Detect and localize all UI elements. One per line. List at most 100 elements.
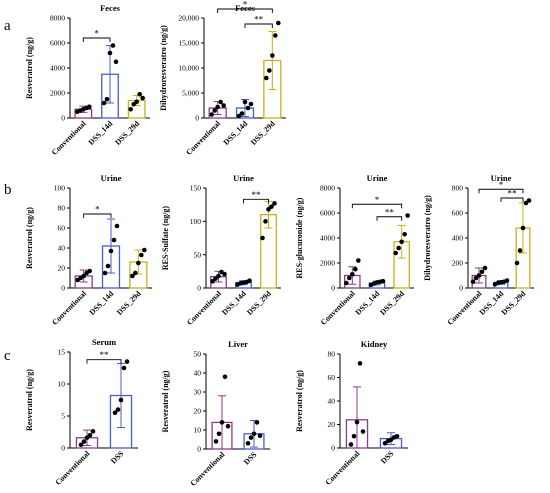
y-tick-label: 20 bbox=[194, 407, 202, 416]
y-axis-label: RES-Sulfate (ng/g) bbox=[161, 206, 170, 271]
data-point bbox=[137, 91, 142, 97]
data-point bbox=[213, 439, 219, 444]
category-label: DSS_14d bbox=[88, 289, 116, 317]
chart-title: Urine bbox=[101, 173, 122, 183]
y-axis-label: Resveratrol (ng/g) bbox=[295, 370, 304, 432]
data-point bbox=[87, 268, 92, 274]
category-label: DSS_29d bbox=[249, 119, 277, 147]
data-point bbox=[476, 273, 482, 278]
y-axis-label: RES-glucuronide (ng/g) bbox=[295, 197, 304, 278]
chart-c1: Serum Resveratrol (ng/g) 0 5 10 15 Conventiona… bbox=[25, 337, 138, 487]
category-label: DSS bbox=[242, 450, 258, 466]
data-point bbox=[133, 270, 138, 276]
data-point bbox=[526, 198, 532, 203]
data-point bbox=[219, 420, 225, 425]
y-tick-label: 20 bbox=[328, 420, 336, 429]
significance-label: ** bbox=[100, 350, 110, 360]
significance-bracket bbox=[83, 213, 112, 218]
significance-bracket bbox=[82, 37, 111, 42]
data-point bbox=[216, 431, 222, 437]
y-tick-label: 5,000 bbox=[182, 89, 199, 98]
y-tick-label: 10 bbox=[58, 380, 66, 389]
y-tick-label: 4000 bbox=[320, 234, 335, 243]
data-point bbox=[218, 99, 223, 105]
y-tick-label: 2000 bbox=[320, 259, 335, 268]
data-point bbox=[266, 207, 271, 212]
data-point bbox=[136, 260, 141, 266]
data-point bbox=[222, 374, 228, 380]
data-point bbox=[269, 204, 274, 209]
data-point bbox=[357, 361, 363, 366]
y-tick-label: 15 bbox=[58, 348, 66, 357]
data-point bbox=[101, 100, 107, 106]
category-label: DSS_14d bbox=[220, 289, 248, 317]
data-point bbox=[209, 112, 214, 117]
data-point bbox=[142, 247, 147, 253]
significance-bracket bbox=[376, 216, 403, 221]
data-point bbox=[360, 429, 366, 434]
y-tick-label: 0 bbox=[61, 114, 65, 123]
data-point bbox=[394, 433, 400, 439]
y-tick-label: 0 bbox=[61, 284, 65, 293]
data-point bbox=[482, 265, 488, 271]
category-label: DSS_29d bbox=[113, 119, 141, 147]
data-point bbox=[87, 432, 93, 438]
data-point bbox=[90, 429, 96, 434]
data-point bbox=[124, 359, 130, 364]
data-point bbox=[105, 263, 111, 269]
data-point bbox=[140, 95, 145, 101]
data-point bbox=[260, 235, 265, 241]
data-point bbox=[213, 276, 218, 281]
y-tick-label: 2000 bbox=[50, 89, 65, 98]
chart-title: Urine bbox=[367, 173, 388, 183]
data-point bbox=[104, 96, 110, 102]
data-point bbox=[248, 101, 254, 107]
y-tick-label: 0 bbox=[195, 114, 199, 123]
data-point bbox=[222, 271, 227, 277]
data-point bbox=[273, 33, 278, 38]
chart-title: Serum bbox=[92, 337, 116, 347]
data-point bbox=[356, 258, 361, 263]
data-point bbox=[264, 75, 269, 81]
data-point bbox=[215, 104, 220, 110]
significance-label: ** bbox=[508, 189, 518, 199]
significance-label: * bbox=[499, 180, 504, 190]
category-label: DSS_29d bbox=[115, 289, 143, 317]
y-tick-label: 0 bbox=[197, 445, 201, 454]
significance-bracket bbox=[478, 188, 524, 194]
y-tick-label: 6000 bbox=[50, 39, 65, 48]
y-tick-label: 0 bbox=[197, 284, 201, 293]
significance-label: ** bbox=[385, 207, 395, 217]
y-tick-label: 0 bbox=[61, 444, 65, 453]
data-point bbox=[257, 433, 263, 439]
y-tick-label: 50 bbox=[194, 350, 202, 359]
chart-a1: Feces Resveratrol (ng/g) 0 2000 4000 6000 8000… bbox=[25, 3, 150, 157]
data-point bbox=[114, 223, 120, 229]
y-axis-label: Resveratrol (ng/g) bbox=[25, 37, 34, 99]
y-tick-label: 40 bbox=[58, 244, 66, 253]
data-point bbox=[351, 433, 357, 439]
data-point bbox=[270, 53, 275, 58]
data-point bbox=[113, 59, 119, 65]
data-point bbox=[210, 279, 215, 284]
category-label: DSS_29d bbox=[378, 289, 406, 317]
significance-bracket bbox=[351, 203, 403, 209]
y-tick-label: 100 bbox=[190, 217, 202, 226]
data-point bbox=[102, 270, 108, 276]
data-point bbox=[111, 237, 117, 243]
y-axis-label: Dihydroresveratro (ng/g) bbox=[423, 195, 432, 281]
significance-label: * bbox=[243, 0, 248, 10]
data-point bbox=[239, 111, 245, 116]
data-point bbox=[402, 231, 407, 237]
category-label: DSS_14d bbox=[87, 119, 115, 147]
data-point bbox=[272, 201, 277, 206]
y-tick-label: 30 bbox=[194, 388, 202, 397]
significance-bracket bbox=[244, 23, 273, 28]
y-tick-label: 4000 bbox=[50, 64, 65, 73]
data-point bbox=[139, 252, 144, 258]
data-point bbox=[245, 441, 251, 446]
data-point bbox=[396, 245, 401, 251]
data-point bbox=[121, 365, 127, 371]
data-point bbox=[81, 439, 87, 444]
chart-title: Feces bbox=[100, 3, 121, 13]
